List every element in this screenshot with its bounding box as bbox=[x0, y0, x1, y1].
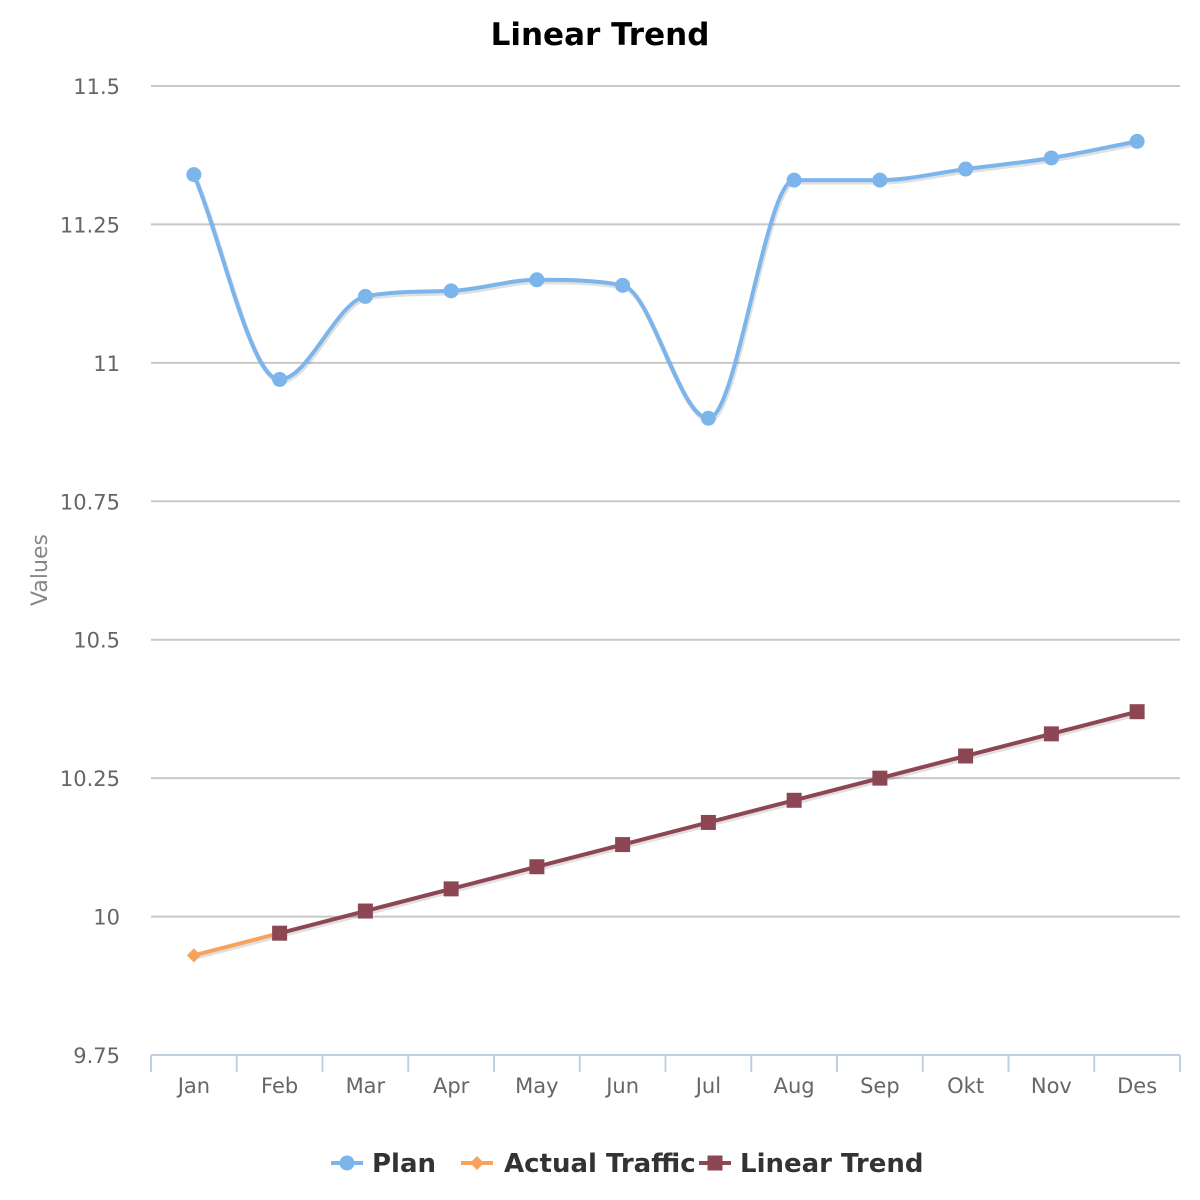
series-actual-traffic bbox=[186, 926, 287, 963]
chart-title: Linear Trend bbox=[491, 17, 710, 53]
x-tick-label: Jun bbox=[604, 1074, 639, 1098]
data-point-plan[interactable] bbox=[272, 371, 288, 387]
y-tick-label: 10 bbox=[93, 906, 120, 930]
x-tick-label: Feb bbox=[261, 1074, 298, 1098]
series-line-actual-traffic[interactable] bbox=[191, 931, 282, 958]
data-point-plan[interactable] bbox=[186, 167, 202, 183]
legend-item-plan[interactable]: Plan bbox=[331, 1149, 436, 1179]
y-tick-label: 11.25 bbox=[60, 213, 120, 237]
y-tick-label: 9.75 bbox=[73, 1044, 120, 1068]
legend-label: Plan bbox=[372, 1149, 436, 1179]
x-tick-label: May bbox=[515, 1074, 558, 1098]
x-tick-label: Apr bbox=[433, 1074, 470, 1098]
data-point-linear-trend[interactable] bbox=[272, 925, 288, 941]
legend[interactable]: Plan Actual Traffic Linear Trend bbox=[331, 1149, 924, 1179]
data-point-linear-trend[interactable] bbox=[786, 792, 802, 808]
series-line-plan[interactable] bbox=[191, 139, 1140, 421]
y-tick-label: 10.75 bbox=[60, 490, 120, 514]
y-axis-label: Values bbox=[28, 534, 53, 606]
data-point-linear-trend[interactable] bbox=[529, 859, 545, 875]
data-point-plan[interactable] bbox=[1043, 150, 1059, 166]
x-tick-label: Mar bbox=[346, 1074, 386, 1098]
gridlines bbox=[151, 85, 1180, 918]
series-line-shadow bbox=[192, 140, 1141, 423]
data-point-linear-trend[interactable] bbox=[1129, 704, 1145, 720]
y-axis-ticks: 9.75 10 10.25 10.5 10.75 11 11.25 11.5 bbox=[60, 75, 120, 1068]
series-linear-trend bbox=[272, 704, 1145, 941]
data-point-plan[interactable] bbox=[357, 288, 373, 304]
data-point-plan[interactable] bbox=[1129, 133, 1145, 149]
series-plan bbox=[186, 133, 1145, 426]
x-axis: Jan Feb Mar Apr May Jun Jul Aug Sep Okt Nov Des bbox=[150, 1054, 1181, 1098]
data-point-actual-traffic[interactable] bbox=[186, 948, 201, 963]
x-tick-label: Okt bbox=[947, 1074, 984, 1098]
data-point-linear-trend[interactable] bbox=[357, 903, 373, 919]
data-point-linear-trend[interactable] bbox=[1043, 726, 1059, 742]
x-tick-label: Jul bbox=[694, 1074, 721, 1098]
data-point-linear-trend[interactable] bbox=[443, 881, 459, 897]
data-point-plan[interactable] bbox=[872, 172, 888, 188]
data-point-linear-trend[interactable] bbox=[872, 770, 888, 786]
y-tick-label: 11 bbox=[93, 352, 120, 376]
x-tick-label: Aug bbox=[774, 1074, 815, 1098]
data-point-plan[interactable] bbox=[529, 272, 545, 288]
series-line-shadow bbox=[192, 932, 284, 960]
y-tick-label: 10.25 bbox=[60, 767, 120, 791]
data-point-plan[interactable] bbox=[786, 172, 802, 188]
legend-label: Linear Trend bbox=[740, 1149, 924, 1179]
x-tick-label: Des bbox=[1117, 1074, 1157, 1098]
legend-marker-icon bbox=[339, 1155, 355, 1171]
data-point-plan[interactable] bbox=[615, 277, 631, 293]
x-tick-label: Nov bbox=[1031, 1074, 1072, 1098]
x-tick-label: Sep bbox=[860, 1074, 900, 1098]
data-point-linear-trend[interactable] bbox=[615, 837, 631, 853]
data-point-linear-trend[interactable] bbox=[958, 748, 974, 764]
data-point-plan[interactable] bbox=[958, 161, 974, 177]
data-point-linear-trend[interactable] bbox=[700, 814, 716, 830]
data-point-plan[interactable] bbox=[443, 283, 459, 299]
legend-label: Actual Traffic bbox=[504, 1149, 696, 1179]
legend-marker-icon bbox=[707, 1155, 723, 1171]
legend-item-linear-trend[interactable]: Linear Trend bbox=[699, 1149, 924, 1179]
legend-marker-icon bbox=[470, 1156, 484, 1170]
series-group bbox=[186, 133, 1145, 963]
x-tick-label: Jan bbox=[176, 1074, 210, 1098]
y-tick-label: 11.5 bbox=[73, 75, 120, 99]
legend-item-actual-traffic[interactable]: Actual Traffic bbox=[461, 1149, 696, 1179]
data-point-plan[interactable] bbox=[700, 410, 716, 426]
y-tick-label: 10.5 bbox=[73, 629, 120, 653]
